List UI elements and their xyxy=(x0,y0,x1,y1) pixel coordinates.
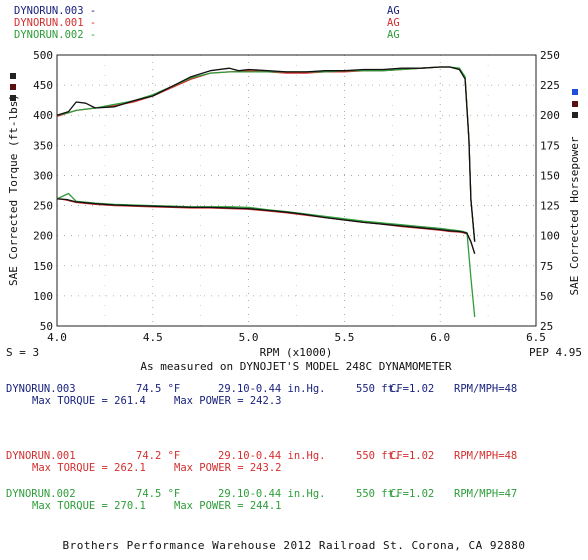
run-cf: CF=1.02 xyxy=(390,383,435,395)
y-tick-label-right: 200 xyxy=(540,109,560,122)
marker-square xyxy=(10,84,16,90)
run-altitude: 550 ft. xyxy=(356,450,401,462)
y-tick-label-right: 75 xyxy=(540,260,553,273)
x-tick-label: 6.0 xyxy=(430,331,450,344)
run-name: DYNORUN.002 xyxy=(6,488,76,500)
run-altitude: 550 ft. xyxy=(356,488,401,500)
legend-entry-tag: AG xyxy=(387,5,400,17)
chart-grid xyxy=(57,55,536,326)
smoothing-label: S = 3 xyxy=(6,346,39,359)
x-axis-label: RPM (x1000) xyxy=(260,346,333,359)
run-name: DYNORUN.001 xyxy=(6,450,76,462)
run-rpm-mph: RPM/MPH=48 xyxy=(454,450,518,462)
marker-square xyxy=(10,73,16,79)
run-max-torque: Max TORQUE = 262.1 xyxy=(32,462,146,474)
y-tick-label-left: 450 xyxy=(33,79,53,92)
x-tick-label: 5.5 xyxy=(334,331,354,344)
run-rpm-mph: RPM/MPH=48 xyxy=(454,383,518,395)
run-cf: CF=1.02 xyxy=(390,488,435,500)
hp-line-dynorun-003 xyxy=(56,66,476,242)
run-pressure: 29.10-0.44 in.Hg. xyxy=(218,450,326,462)
y-tick-label-right: 175 xyxy=(540,139,560,152)
chart-ticks: 4.0 4.5 5.0 5.5 6.0 6.5 50 100 150 200 250 300 350 40… xyxy=(33,49,560,344)
run-pressure: 29.10-0.44 in.Hg. xyxy=(218,488,326,500)
y-tick-label-left: 200 xyxy=(33,230,53,243)
y-axis-label-right: SAE Corrected Horsepower xyxy=(568,136,581,295)
run-max-power: Max POWER = 242.3 xyxy=(174,395,282,407)
legend-entry-tag: AG xyxy=(387,17,400,29)
x-tick-label: 6.5 xyxy=(526,331,546,344)
run-cf: CF=1.02 xyxy=(390,450,435,462)
torque-line-dynorun-002 xyxy=(56,192,476,318)
legend-entry-tag: AG xyxy=(387,29,400,41)
y-tick-label-right: 125 xyxy=(540,200,560,213)
torque-line-dynorun-003 xyxy=(56,198,476,254)
marker-square xyxy=(10,95,16,101)
run-rpm-mph: RPM/MPH=47 xyxy=(454,488,518,500)
marker-square xyxy=(572,101,578,107)
y-tick-label-right: 100 xyxy=(540,230,560,243)
y-tick-label-right: 50 xyxy=(540,290,553,303)
x-tick-label: 4.0 xyxy=(47,331,67,344)
chart-axes xyxy=(56,54,537,327)
y-tick-label-left: 100 xyxy=(33,290,53,303)
y-tick-label-left: 300 xyxy=(33,169,53,182)
y-tick-label-right: 225 xyxy=(540,79,560,92)
plot-frame xyxy=(56,54,537,327)
legend-entry-name: DYNORUN.002 - xyxy=(14,29,96,41)
legend-entry-name: DYNORUN.003 - xyxy=(14,5,96,17)
y-tick-label-right: 25 xyxy=(540,320,553,333)
y-tick-label-left: 400 xyxy=(33,109,53,122)
run-max-torque: Max TORQUE = 270.1 xyxy=(32,500,146,512)
corner-label: PEP 4.95 xyxy=(529,346,582,359)
marker-square xyxy=(572,112,578,118)
run-temp: 74.2 °F xyxy=(136,450,181,462)
y-tick-label-left: 500 xyxy=(33,49,53,62)
y-tick-label-left: 350 xyxy=(33,139,53,152)
run-name: DYNORUN.003 xyxy=(6,383,76,395)
y-tick-label-right: 150 xyxy=(540,169,560,182)
marker-square xyxy=(572,89,578,95)
legend-entry-name: DYNORUN.001 - xyxy=(14,17,96,29)
run-temp: 74.5 °F xyxy=(136,383,181,395)
hp-line-dynorun-001 xyxy=(56,66,476,242)
run-max-torque: Max TORQUE = 261.4 xyxy=(32,395,146,407)
y-tick-label-left: 50 xyxy=(40,320,53,333)
chart-legend: DYNORUN.003 - AG DYNORUN.001 - AG DYNORUN.00… xyxy=(14,5,400,41)
chart-series xyxy=(56,66,476,318)
run-max-power: Max POWER = 244.1 xyxy=(174,500,282,512)
x-tick-label: 5.0 xyxy=(239,331,259,344)
footer-address: Brothers Performance Warehouse 2012 Rail… xyxy=(62,539,526,552)
hp-line-dynorun-002 xyxy=(56,66,476,242)
run-altitude: 550 ft. xyxy=(356,383,401,395)
run-pressure: 29.10-0.44 in.Hg. xyxy=(218,383,326,395)
y-tick-label-left: 150 xyxy=(33,260,53,273)
run-max-power: Max POWER = 243.2 xyxy=(174,462,282,474)
x-tick-label: 4.5 xyxy=(143,331,163,344)
y-axis-label-left: SAE Corrected Torque (ft-lbs) xyxy=(7,94,20,286)
y-tick-label-left: 250 xyxy=(33,200,53,213)
chart-subtitle: As measured on DYNOJET'S MODEL 248C DYNA… xyxy=(140,360,452,373)
y-tick-label-right: 250 xyxy=(540,49,560,62)
dyno-chart: 4.0 4.5 5.0 5.5 6.0 6.5 50 100 150 200 250 300 350 40… xyxy=(6,5,582,373)
run-temp: 74.5 °F xyxy=(136,488,181,500)
